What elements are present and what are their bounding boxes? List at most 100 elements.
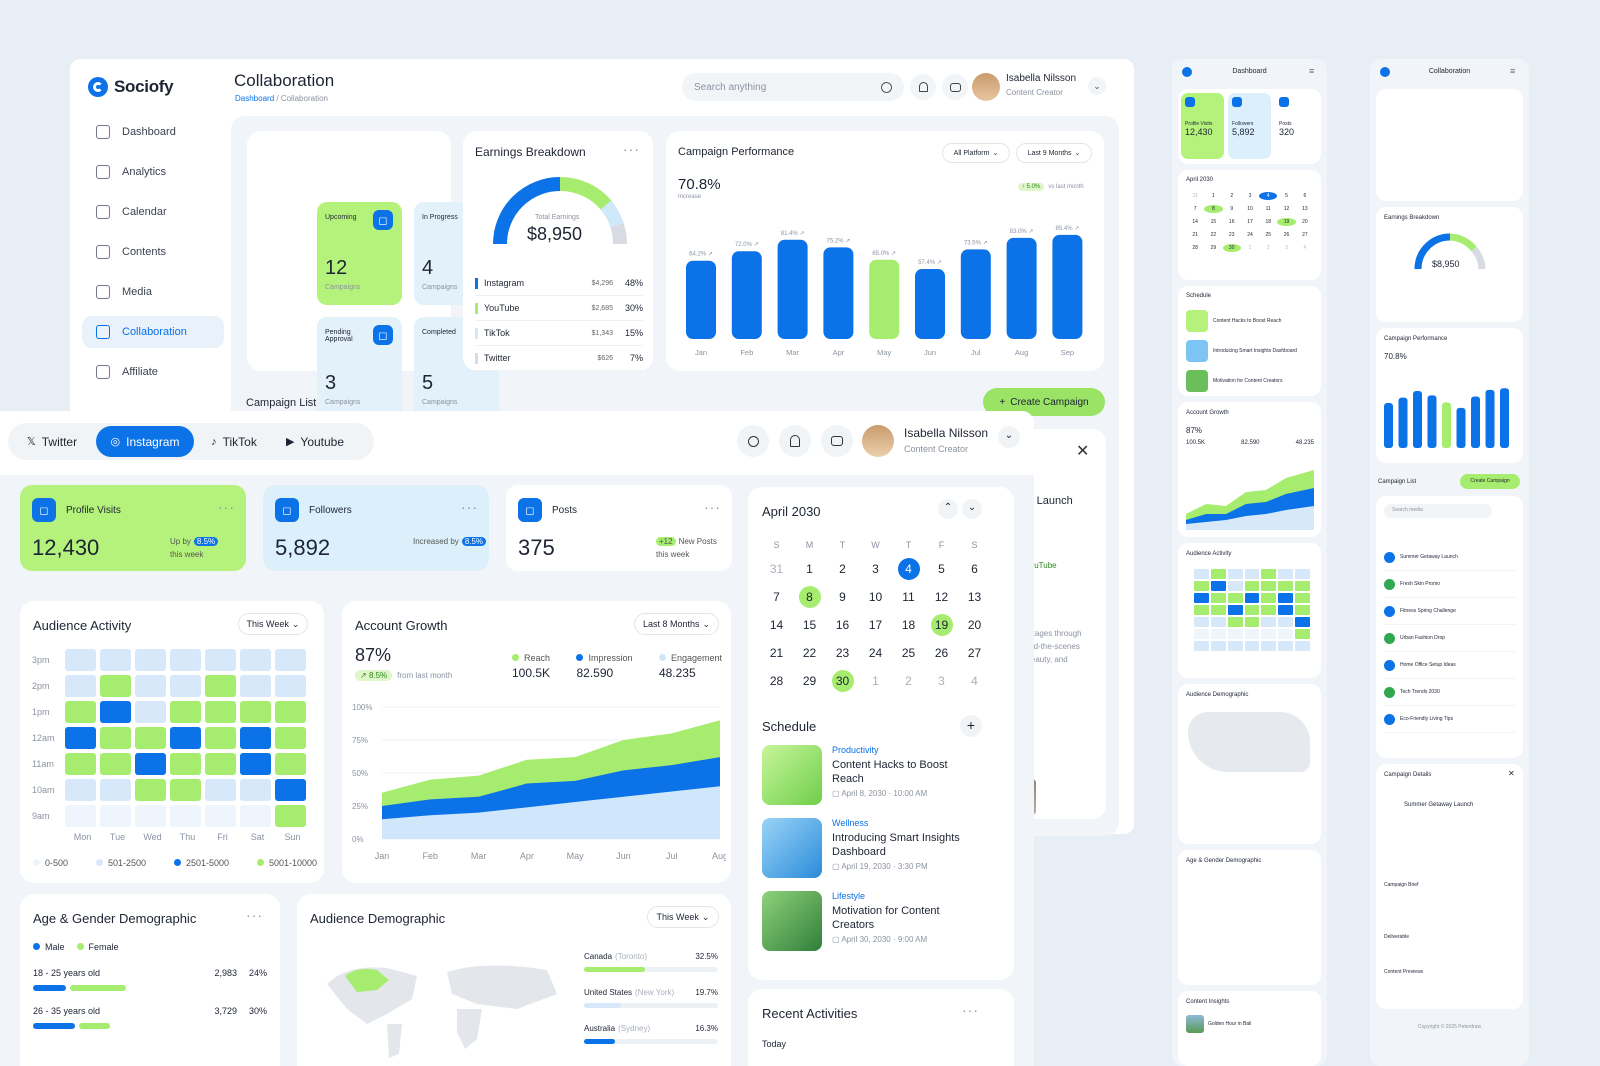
schedule-item[interactable]: Lifestyle Motivation for Content Creators… xyxy=(762,891,1002,964)
calendar-day[interactable]: 1 xyxy=(872,674,879,688)
calendar-day[interactable]: 17 xyxy=(868,618,883,632)
mobile-campaign-row[interactable]: Urban Fashion Drop xyxy=(1384,625,1516,652)
calendar-day[interactable]: 30 xyxy=(831,670,854,692)
calendar-day[interactable]: 13 xyxy=(967,590,982,604)
calendar-day[interactable]: 25 xyxy=(901,646,916,660)
calendar-day[interactable]: 8 xyxy=(798,586,821,608)
search-bar[interactable]: Search anything xyxy=(682,73,904,101)
calendar-day[interactable]: 2 xyxy=(905,674,912,688)
mini-cal-day[interactable]: 30 xyxy=(1222,244,1241,252)
mini-cal-day[interactable]: 29 xyxy=(1210,245,1217,251)
calendar-day[interactable]: 6 xyxy=(971,562,978,576)
calendar-day[interactable]: 15 xyxy=(802,618,817,632)
calendar-day[interactable]: 20 xyxy=(967,618,982,632)
more-icon[interactable]: ··· xyxy=(623,141,640,157)
mini-cal-day[interactable]: 12 xyxy=(1283,206,1290,212)
calendar-day[interactable]: 10 xyxy=(868,590,883,604)
mini-cal-day[interactable]: 27 xyxy=(1302,232,1308,238)
calendar-day[interactable]: 16 xyxy=(835,618,850,632)
mini-cal-day[interactable]: 21 xyxy=(1192,232,1198,238)
period-filter[interactable]: Last 9 Months ⌄ xyxy=(1016,143,1092,163)
mini-cal-day[interactable]: 26 xyxy=(1283,232,1290,238)
sidebar-item-media[interactable]: Media xyxy=(82,276,224,308)
mini-cal-day[interactable]: 4 xyxy=(1303,245,1307,251)
more-icon[interactable]: ··· xyxy=(962,1002,979,1018)
tab-tiktok[interactable]: ♪ TikTok xyxy=(198,426,270,457)
mobile-create-button[interactable]: Create Campaign xyxy=(1460,474,1520,489)
menu-icon[interactable]: ≡ xyxy=(1309,66,1315,76)
sidebar-item-contents[interactable]: Contents xyxy=(82,236,224,268)
mini-cal-day[interactable]: 11 xyxy=(1265,206,1271,212)
calendar-day[interactable]: 23 xyxy=(835,646,850,660)
close-icon[interactable]: ✕ xyxy=(1508,769,1515,778)
mini-cal-day[interactable]: 17 xyxy=(1247,219,1253,225)
mini-cal-day[interactable]: 22 xyxy=(1210,232,1217,238)
calendar-day[interactable]: 22 xyxy=(802,646,817,660)
sidebar-item-collaboration[interactable]: Collaboration xyxy=(82,316,224,348)
sidebar-item-analytics[interactable]: Analytics xyxy=(82,156,224,188)
more-icon[interactable]: ··· xyxy=(704,499,721,515)
add-schedule-button[interactable]: + xyxy=(960,715,982,737)
calendar-day[interactable]: 14 xyxy=(769,618,784,632)
demographic-filter[interactable]: This Week ⌄ xyxy=(647,906,719,928)
mini-cal-day[interactable]: 19 xyxy=(1277,218,1296,226)
mini-cal-day[interactable]: 5 xyxy=(1285,193,1288,199)
user-menu-chevron-icon[interactable]: ⌄ xyxy=(998,426,1020,448)
calendar-day[interactable]: 7 xyxy=(773,590,780,604)
calendar-day[interactable]: 3 xyxy=(938,674,945,688)
mini-cal-day[interactable]: 6 xyxy=(1303,193,1307,199)
mobile-campaign-row[interactable]: Tech Trends 2030 xyxy=(1384,679,1516,706)
more-icon[interactable]: ··· xyxy=(218,499,235,515)
sidebar-item-calendar[interactable]: Calendar xyxy=(82,196,224,228)
mini-cal-day[interactable]: 16 xyxy=(1228,219,1235,225)
breadcrumb-dashboard[interactable]: Dashboard xyxy=(235,94,275,103)
stat-card-profile-visits[interactable]: ◻ Profile Visits ··· 12,430 Up by 8.5% this we… xyxy=(20,485,246,571)
mini-cal-day[interactable]: 25 xyxy=(1265,232,1272,238)
calendar-day[interactable]: 28 xyxy=(769,674,784,688)
brand-logo[interactable]: Sociofy xyxy=(88,77,174,97)
status-card-upcoming[interactable]: Upcoming ◻ 12 Campaigns xyxy=(317,202,402,305)
mini-cal-day[interactable]: 2 xyxy=(1230,193,1234,199)
mini-cal-day[interactable]: 14 xyxy=(1192,219,1198,225)
activity-filter[interactable]: This Week ⌄ xyxy=(238,613,308,635)
message-button[interactable] xyxy=(942,74,968,100)
menu-icon[interactable]: ≡ xyxy=(1510,66,1516,76)
mini-cal-day[interactable]: 3 xyxy=(1248,193,1252,199)
calendar-day[interactable]: 18 xyxy=(901,618,916,632)
mini-cal-day[interactable]: 31 xyxy=(1192,193,1198,199)
notification-button[interactable] xyxy=(910,74,936,100)
mini-cal-day[interactable]: 1 xyxy=(1212,193,1215,199)
calendar-day[interactable]: 31 xyxy=(769,562,784,576)
platform-filter[interactable]: All Platform ⌄ xyxy=(942,143,1010,163)
mini-cal-day[interactable]: 8 xyxy=(1204,205,1223,213)
mini-cal-day[interactable]: 1 xyxy=(1248,245,1252,251)
calendar-day[interactable]: 11 xyxy=(902,590,915,604)
tab-twitter[interactable]: 𝕏 Twitter xyxy=(12,426,92,457)
mini-cal-day[interactable]: 10 xyxy=(1247,206,1253,212)
more-icon[interactable]: ··· xyxy=(246,907,263,923)
user-menu-chevron-icon[interactable]: ⌄ xyxy=(1088,77,1106,95)
search-button[interactable] xyxy=(737,425,769,457)
sidebar-item-dashboard[interactable]: Dashboard xyxy=(82,116,224,148)
calendar-day[interactable]: 1 xyxy=(806,562,813,576)
more-icon[interactable]: ··· xyxy=(461,499,478,515)
mini-cal-day[interactable]: 13 xyxy=(1302,206,1308,212)
calendar-day[interactable]: 4 xyxy=(897,558,920,580)
calendar-day[interactable]: 5 xyxy=(938,562,945,576)
mini-cal-day[interactable]: 18 xyxy=(1265,219,1272,225)
mobile-campaign-row[interactable]: Fitness Spring Challenge xyxy=(1384,598,1516,625)
mini-schedule-item[interactable]: Content Hacks to Boost Reach xyxy=(1186,306,1316,336)
user-avatar[interactable] xyxy=(862,425,894,457)
mini-cal-day[interactable]: 24 xyxy=(1247,232,1253,238)
mini-schedule-item[interactable]: Motivation for Content Creators xyxy=(1186,366,1316,396)
mini-cal-day[interactable]: 7 xyxy=(1193,206,1197,212)
message-button[interactable] xyxy=(821,425,853,457)
next-month-button[interactable]: ⌄ xyxy=(962,499,982,519)
mini-schedule-item[interactable]: Introducing Smart Insights Dashboard xyxy=(1186,336,1316,366)
calendar-day[interactable]: 9 xyxy=(839,590,846,604)
calendar-day[interactable]: 21 xyxy=(769,646,784,660)
calendar-day[interactable]: 26 xyxy=(934,646,949,660)
mini-cal-day[interactable]: 4 xyxy=(1259,192,1278,200)
mini-cal-day[interactable]: 28 xyxy=(1192,245,1198,251)
sidebar-item-affiliate[interactable]: Affiliate xyxy=(82,356,224,388)
